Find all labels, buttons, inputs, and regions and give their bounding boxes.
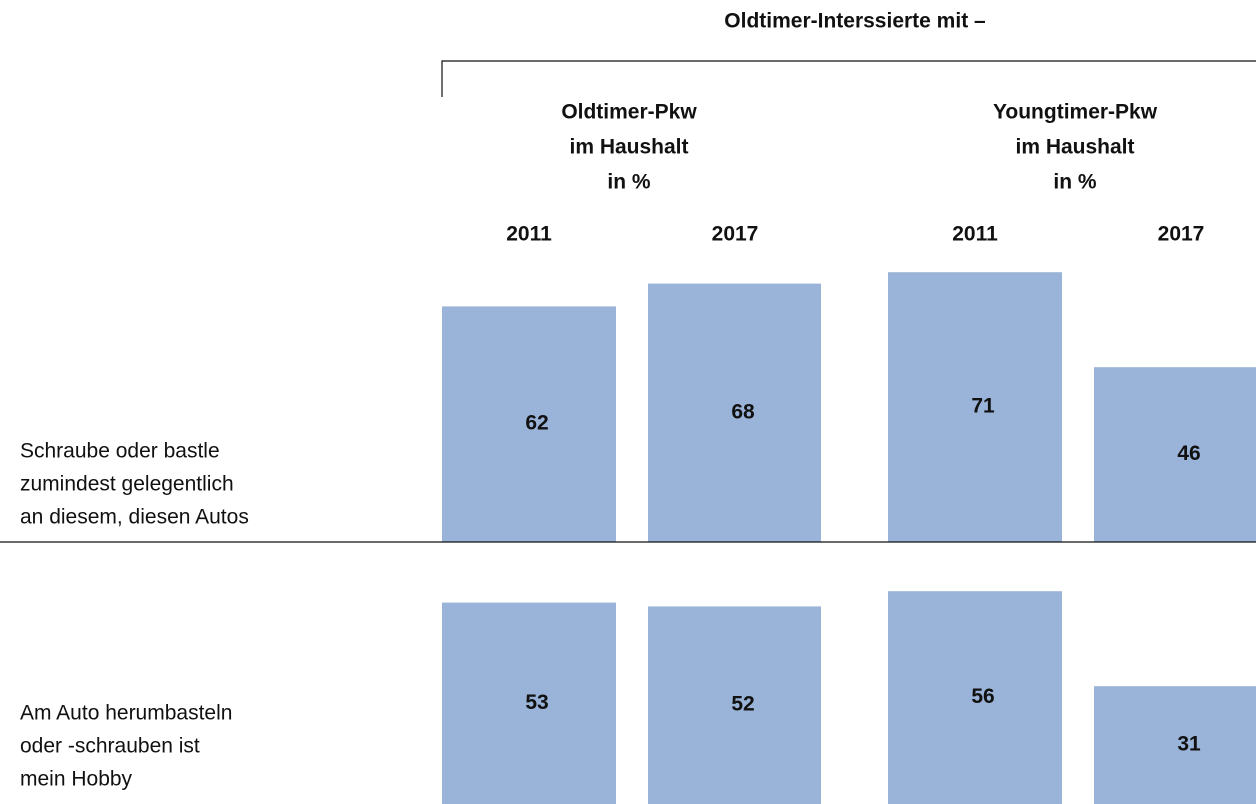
row-label: an diesem, diesen Autos [20,506,249,529]
value-label: 52 [731,693,754,716]
value-label: 53 [525,691,548,714]
bar [888,272,1062,542]
value-label: 71 [971,395,995,418]
bracket [441,60,1256,97]
value-label: 62 [525,412,548,435]
bar [648,606,821,804]
group-label: im Haushalt [1015,136,1134,159]
row-label: mein Hobby [20,768,133,791]
value-label: 31 [1177,733,1201,756]
bar [1094,686,1256,804]
bar [888,591,1062,804]
value-label: 56 [971,685,994,708]
group-label: im Haushalt [569,136,688,159]
column-label: 2017 [1158,223,1205,246]
group-label: in % [1053,171,1096,194]
column-label: 2011 [506,223,552,246]
bar [442,306,616,542]
row-label: Am Auto herumbasteln [20,702,232,725]
chart-title: Oldtimer-Interssierte mit – [724,10,986,33]
bar [648,283,821,542]
group-label: Oldtimer-Pkw [561,101,697,124]
bar [442,602,616,804]
bar [1094,367,1256,542]
row-label: oder -schrauben ist [20,735,200,758]
group-label: Youngtimer-Pkw [993,101,1158,124]
row-label: Schraube oder bastle [20,440,220,463]
value-label: 46 [1177,442,1200,465]
group-label: in % [607,171,650,194]
column-label: 2017 [712,223,759,246]
value-label: 68 [731,400,755,423]
column-label: 2011 [952,223,998,246]
row-label: zumindest gelegentlich [20,473,234,496]
